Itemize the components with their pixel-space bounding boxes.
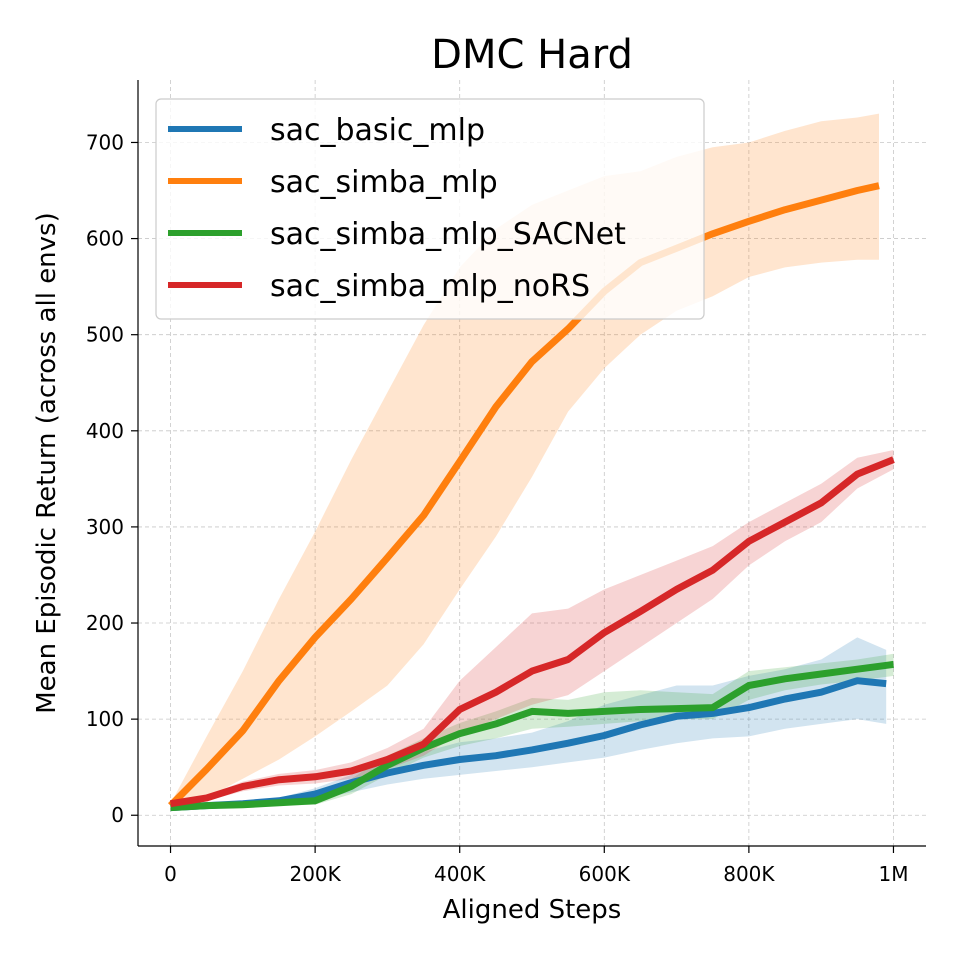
band-sac_simba_mlp_SACNet xyxy=(170,653,894,810)
x-tick-label: 400K xyxy=(434,862,486,886)
x-tick-label: 800K xyxy=(723,862,775,886)
y-tick-label: 100 xyxy=(86,707,124,731)
x-ticks: 0 200K 400K 600K 800K 1M xyxy=(164,846,908,886)
band-sac_simba_mlp_noRS xyxy=(170,450,894,806)
legend-label-sac_basic_mlp: sac_basic_mlp xyxy=(270,113,485,148)
y-tick-label: 600 xyxy=(86,227,124,251)
legend-label-sac_simba_mlp: sac_simba_mlp xyxy=(270,165,498,200)
y-tick-label: 400 xyxy=(86,419,124,443)
x-tick-label: 0 xyxy=(164,862,177,886)
line-sac_simba_mlp_noRS xyxy=(169,456,895,808)
x-tick-label: 600K xyxy=(579,862,631,886)
chart-title: DMC Hard xyxy=(431,32,633,78)
legend: sac_basic_mlp sac_simba_mlp sac_simba_mlp_… xyxy=(155,98,705,320)
y-axis-label: Mean Episodic Return (across all envs) xyxy=(32,212,62,714)
band-sac_basic_mlp xyxy=(170,637,887,810)
legend-label-sac_simba_mlp_SACNet: sac_simba_mlp_SACNet xyxy=(270,217,626,252)
series-lines xyxy=(168,182,895,812)
x-tick-label: 1M xyxy=(878,862,908,886)
line-sac_simba_mlp xyxy=(168,182,880,809)
y-ticks: 0 100 200 300 400 500 600 700 xyxy=(86,130,138,827)
legend-label-sac_simba_mlp_noRS: sac_simba_mlp_noRS xyxy=(270,269,590,304)
line-sac_basic_mlp xyxy=(170,677,887,812)
y-tick-label: 700 xyxy=(86,130,124,154)
legend-frame xyxy=(155,98,705,320)
y-tick-label: 0 xyxy=(111,803,124,827)
axes xyxy=(137,80,926,847)
x-tick-label: 200K xyxy=(289,862,341,886)
x-axis-label: Aligned Steps xyxy=(443,895,622,925)
line-sac_simba_mlp_SACNet xyxy=(170,660,894,812)
y-tick-label: 200 xyxy=(86,611,124,635)
y-tick-label: 500 xyxy=(86,323,124,347)
y-tick-label: 300 xyxy=(86,515,124,539)
